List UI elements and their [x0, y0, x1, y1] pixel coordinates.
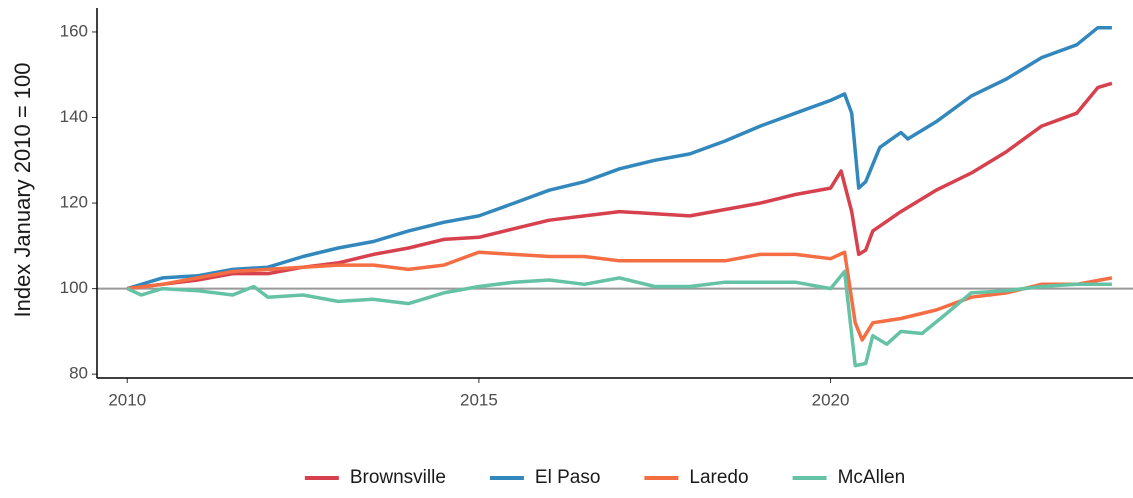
legend-label: El Paso: [535, 467, 600, 488]
y-tick-label: 80: [69, 364, 88, 383]
y-tick-label: 160: [60, 21, 88, 40]
legend-label: Brownsville: [350, 467, 446, 488]
x-tick-label: 2010: [108, 390, 146, 409]
series-line: [126, 269, 1112, 368]
series-line: [126, 250, 1113, 342]
series-line: [126, 25, 1112, 291]
y-tick-label: 140: [60, 107, 88, 126]
x-tick-label: 2020: [812, 390, 850, 409]
y-axis-label: Index January 2010 = 100: [10, 62, 35, 317]
y-tick-label: 100: [60, 278, 88, 297]
legend-label: McAllen: [838, 467, 906, 488]
y-tick-label: 120: [60, 193, 88, 212]
series-line: [126, 81, 1113, 291]
legend-label: Laredo: [689, 467, 748, 488]
x-tick-label: 2015: [460, 390, 498, 409]
